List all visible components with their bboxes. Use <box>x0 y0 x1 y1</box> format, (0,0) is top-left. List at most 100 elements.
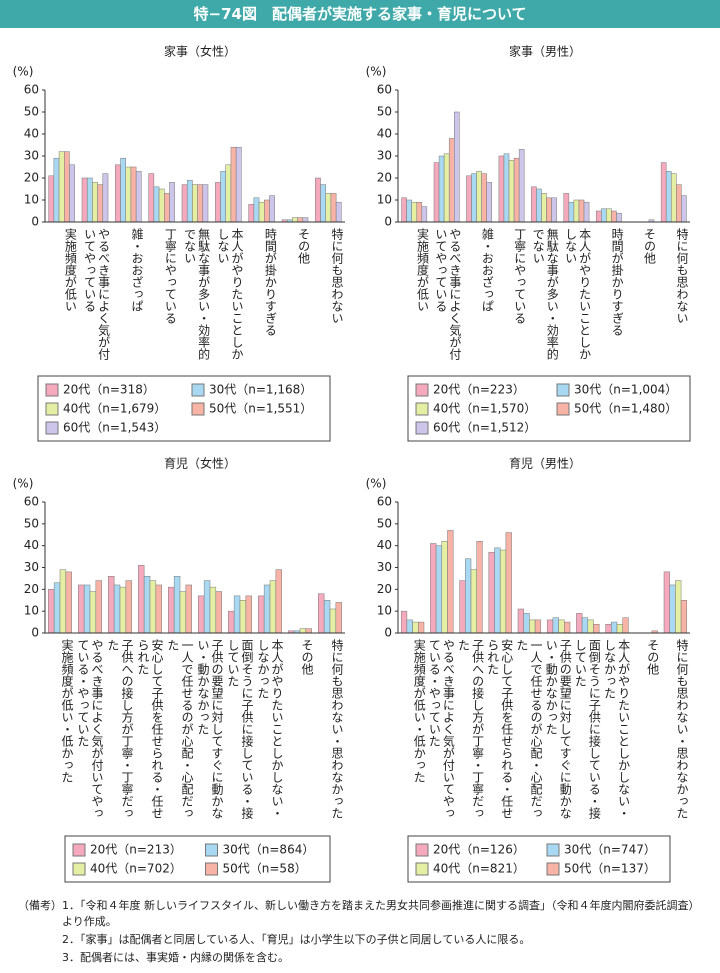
bar <box>606 208 612 223</box>
bar <box>438 155 445 223</box>
x-tick-label: 時間が掛かりすぎる <box>610 228 625 336</box>
bar <box>168 586 175 634</box>
bar <box>406 619 413 634</box>
x-tick-label: 時間が掛かりすぎる <box>263 228 278 336</box>
bar <box>443 153 450 223</box>
legend-swatch <box>546 862 560 876</box>
bar <box>517 608 524 634</box>
bar <box>239 600 247 634</box>
legend-swatch <box>205 862 218 876</box>
bar <box>499 549 507 634</box>
x-tick-label: 本人がやりたいことしかしない・しなかった <box>256 639 284 819</box>
bar <box>583 201 590 223</box>
bar <box>552 617 559 634</box>
bar <box>578 199 585 223</box>
bar <box>660 162 667 223</box>
bar <box>518 149 525 223</box>
bar <box>125 580 132 634</box>
bar <box>529 619 536 634</box>
y-tick-label: 30 <box>377 560 392 574</box>
x-tick-label: 特に何も思わない <box>329 228 344 324</box>
bar <box>305 628 312 634</box>
bar <box>481 173 487 223</box>
bar <box>536 188 542 223</box>
bar <box>185 584 192 634</box>
bar <box>593 624 600 634</box>
bar <box>48 175 55 223</box>
note: 2．「家事」は配偶者と同居している人、「育児」は小学生以下の子供と同居している人… <box>62 933 531 946</box>
bar <box>568 201 575 223</box>
bar <box>564 621 571 634</box>
bar <box>435 545 443 634</box>
bar <box>670 173 677 223</box>
bar <box>611 621 618 634</box>
legend-box <box>407 835 671 883</box>
bar <box>149 580 157 634</box>
y-axis-label: (%) <box>13 65 34 79</box>
x-tick-label: 特に何も思わない・思わなかった <box>330 639 344 819</box>
legend-label: 30代（n=864） <box>223 843 315 857</box>
legend-swatch <box>72 862 86 876</box>
x-tick-label: 本人がやりたいことしかしない・しなかった <box>603 639 631 819</box>
bar <box>401 197 407 223</box>
legend-swatch <box>191 402 205 416</box>
x-tick-label: 雑・おおざっぱ <box>129 228 144 312</box>
y-tick-label: 60 <box>377 83 392 97</box>
legend-label: 30代（n=1,168） <box>209 383 312 397</box>
legend-swatch <box>45 383 59 397</box>
bar <box>65 571 72 634</box>
bar <box>508 160 515 223</box>
bar <box>125 166 132 223</box>
x-tick-label: 特に何も思わない・思わなかった <box>674 639 689 819</box>
x-tick-label: 子供への接し方が丁寧・丁寧だった <box>457 639 485 819</box>
bar <box>269 580 277 634</box>
bar <box>611 210 617 223</box>
bar <box>315 177 321 223</box>
bar <box>235 146 242 223</box>
bar <box>616 624 623 634</box>
bar <box>601 208 607 223</box>
bar <box>412 621 419 634</box>
y-tick-label: 20 <box>24 582 39 596</box>
bar <box>476 171 482 223</box>
y-tick-label: 50 <box>377 105 392 119</box>
figure-title: 特−74図 配偶者が実施する家事・育児について <box>0 0 720 28</box>
y-tick-label: 0 <box>31 626 39 640</box>
bar <box>192 184 198 223</box>
bar <box>587 619 594 634</box>
bar <box>81 177 88 223</box>
y-tick-label: 40 <box>24 127 39 141</box>
bar <box>225 164 232 223</box>
y-tick-label: 40 <box>377 127 392 141</box>
bar <box>513 157 520 223</box>
y-tick-label: 30 <box>24 560 39 574</box>
y-tick-label: 10 <box>377 193 392 207</box>
x-tick-label: 子供の要望に対してすぐに動かない・動かなかった <box>196 639 224 819</box>
legend-label: 50代（n=1,480） <box>574 402 677 416</box>
bar <box>83 584 91 634</box>
x-tick-label: 一人で任せるのが心配・心配だった <box>515 639 543 819</box>
legend-label: 30代（n=747） <box>564 843 656 857</box>
bar <box>681 195 687 223</box>
bar <box>531 186 537 223</box>
legend-label: 20代（n=126） <box>433 843 525 857</box>
bar <box>69 164 75 223</box>
y-tick-label: 60 <box>24 495 39 509</box>
bar <box>675 580 682 634</box>
bar <box>416 201 423 223</box>
bar <box>253 197 260 223</box>
bar <box>48 589 55 634</box>
bar <box>433 162 440 223</box>
bar <box>471 173 477 223</box>
bar <box>202 184 209 223</box>
x-tick-label: やるべき事によく気が付いてやっている <box>433 228 462 360</box>
bar <box>89 591 97 634</box>
y-tick-label: 10 <box>377 604 392 618</box>
bar <box>505 532 512 634</box>
legend-swatch <box>415 862 429 876</box>
bar <box>669 584 676 634</box>
x-tick-label: 無駄な事が多い・効率的でない <box>531 228 560 360</box>
bar <box>215 182 221 223</box>
legend-label: 40代（n=702） <box>90 862 182 876</box>
